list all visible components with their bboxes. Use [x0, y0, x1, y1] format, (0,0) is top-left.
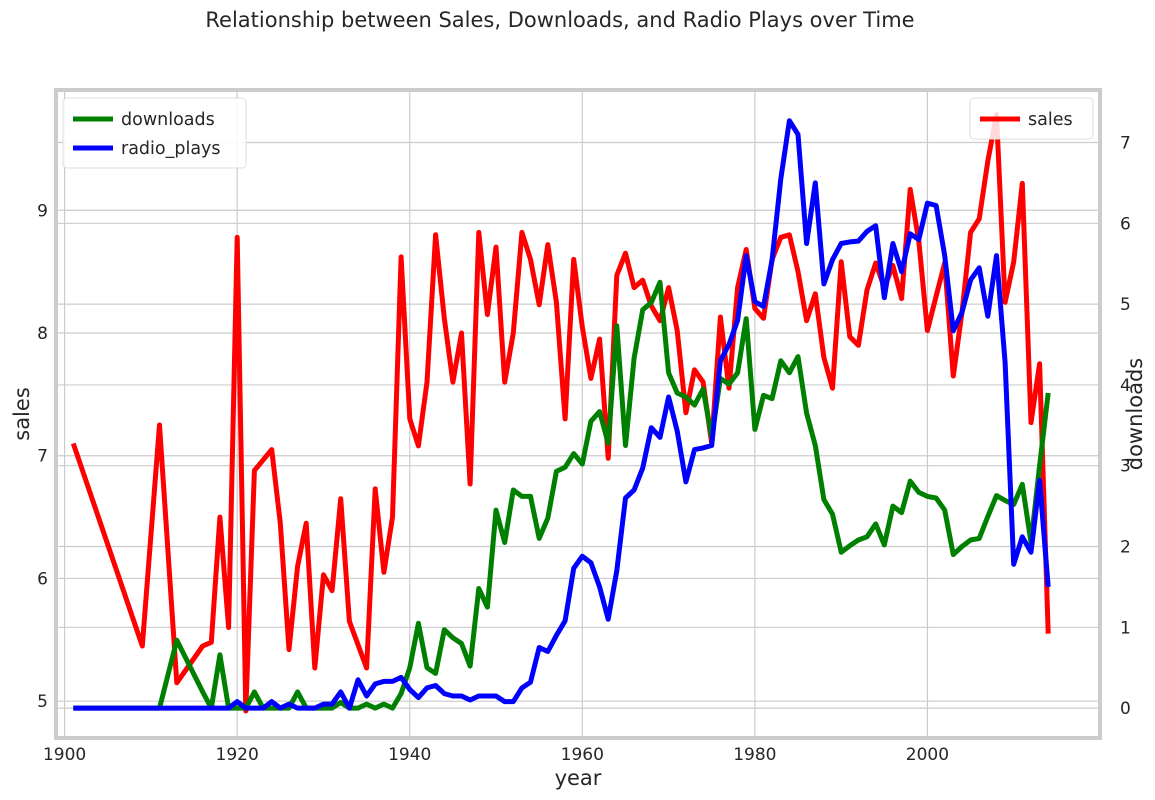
- series-line-downloads: [73, 279, 1051, 711]
- x-tick-label: 1900: [43, 745, 86, 765]
- chart-title: Relationship between Sales, Downloads, a…: [205, 8, 914, 32]
- plot-frame: [54, 88, 1102, 740]
- right-y-tick-label: 6: [1120, 214, 1131, 234]
- left-y-axis-label: sales: [10, 387, 34, 441]
- right-y-tick-label: 5: [1120, 295, 1131, 315]
- legend-label-sales: sales: [1028, 110, 1073, 130]
- left-y-tick-label: 6: [37, 569, 48, 589]
- legend-label-radio-plays: radio_plays: [121, 139, 221, 159]
- x-tick-label: 1980: [733, 745, 776, 765]
- left-y-tick-label: 7: [37, 447, 48, 467]
- legend-right: sales: [969, 97, 1094, 140]
- legend-box: [969, 97, 1094, 140]
- right-y-axis-label: downloads: [1123, 358, 1147, 471]
- right-y-tick-label: 3: [1120, 457, 1131, 477]
- right-y-tick-label: 7: [1120, 134, 1131, 154]
- x-tick-label: 1940: [388, 745, 431, 765]
- right-y-tick-label: 1: [1120, 618, 1131, 638]
- left-y-tick-label: 5: [37, 692, 48, 712]
- x-tick-label: 1960: [561, 745, 604, 765]
- tick-labels: 1900 1920 1940 1960 1980 2000 5 6 7 8 9 0 1 2 3 4 5 6 7: [37, 134, 1131, 765]
- series-line-radio-plays: [73, 118, 1051, 711]
- right-y-tick-label: 2: [1120, 538, 1131, 558]
- legend-label-downloads: downloads: [121, 110, 215, 130]
- series-layer: [70, 112, 1051, 714]
- x-axis-label: year: [555, 766, 602, 790]
- right-y-tick-label: 0: [1120, 699, 1131, 719]
- legend-left: downloads radio_plays: [62, 97, 247, 169]
- x-tick-label: 2000: [906, 745, 949, 765]
- left-y-tick-label: 9: [37, 201, 48, 221]
- right-y-tick-label: 4: [1120, 376, 1131, 396]
- left-y-tick-label: 8: [37, 324, 48, 344]
- x-tick-label: 1920: [216, 745, 259, 765]
